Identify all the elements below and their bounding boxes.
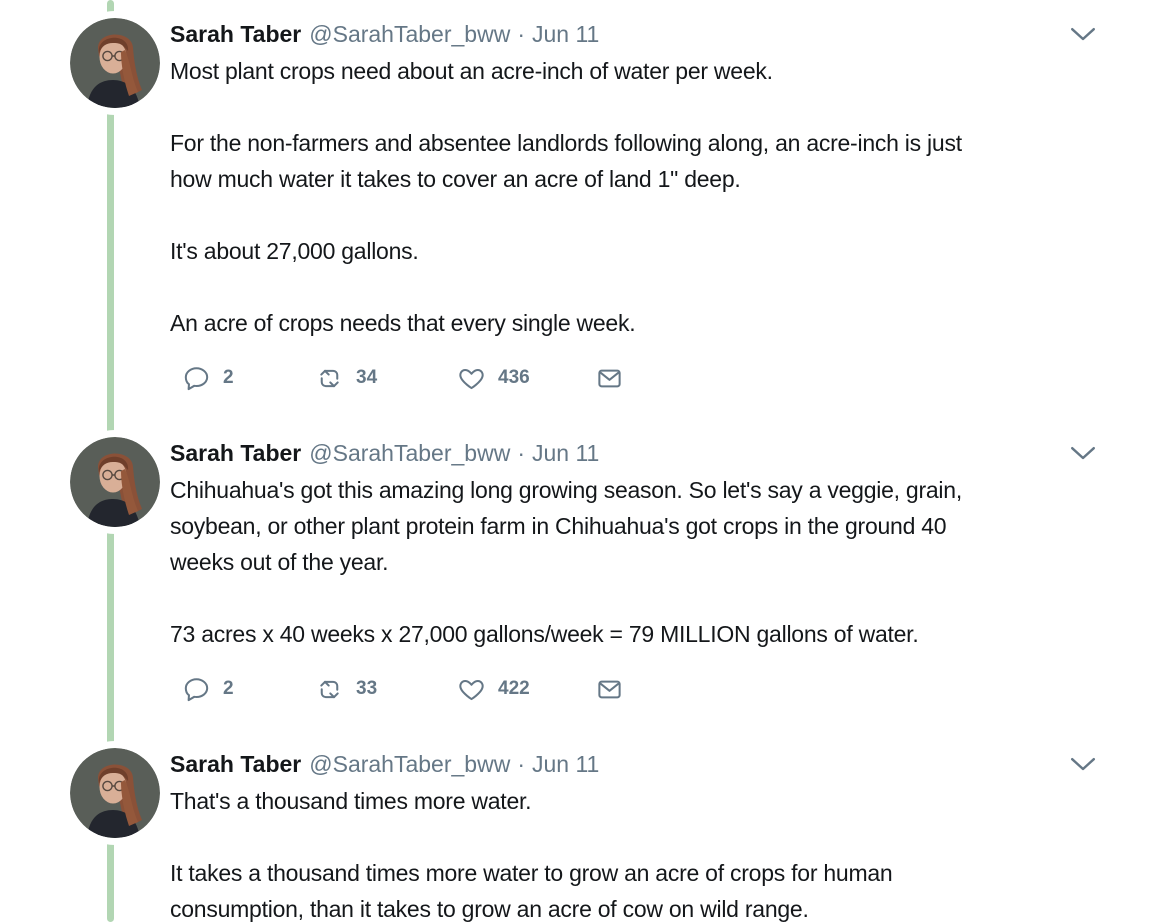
display-name[interactable]: Sarah Taber — [170, 21, 302, 47]
display-name[interactable]: Sarah Taber — [170, 751, 302, 777]
like-count: 436 — [498, 367, 530, 388]
tweet-actions: 2 33 422 — [170, 674, 1096, 704]
reply-count: 2 — [223, 678, 234, 699]
chevron-down-icon[interactable] — [1070, 446, 1096, 461]
tweet-3[interactable]: Sarah Taber @SarahTaber_bww · Jun 11 Tha… — [0, 746, 1158, 922]
tweet-header: Sarah Taber @SarahTaber_bww · Jun 11 — [170, 746, 1096, 782]
avatar[interactable] — [70, 18, 160, 108]
profile-photo — [70, 18, 160, 108]
tweet-2-rail — [70, 435, 170, 704]
profile-photo — [70, 748, 160, 838]
tweet-2-content: Sarah Taber @SarahTaber_bww · Jun 11 Chi… — [170, 435, 1158, 704]
timestamp[interactable]: Jun 11 — [531, 21, 600, 47]
tweet-text: Most plant crops need about an acre-inch… — [170, 58, 962, 336]
header-separator: · — [517, 21, 525, 47]
like-button[interactable]: 436 — [458, 365, 596, 392]
tweet-1-content: Sarah Taber @SarahTaber_bww · Jun 11 Mos… — [170, 16, 1158, 393]
tweet-3-rail — [70, 746, 170, 922]
timestamp[interactable]: Jun 11 — [531, 440, 600, 466]
tweet-1-rail — [70, 16, 170, 393]
retweet-button[interactable]: 33 — [316, 676, 458, 703]
user-handle[interactable]: @SarahTaber_bww — [309, 440, 511, 466]
direct-message-button[interactable] — [596, 676, 623, 703]
heart-icon — [458, 365, 485, 392]
user-handle[interactable]: @SarahTaber_bww — [309, 21, 511, 47]
reply-button[interactable]: 2 — [183, 676, 316, 703]
chevron-down-icon[interactable] — [1070, 27, 1096, 42]
tweet-2[interactable]: Sarah Taber @SarahTaber_bww · Jun 11 Chi… — [0, 435, 1158, 746]
retweet-icon — [316, 365, 343, 392]
retweet-button[interactable]: 34 — [316, 365, 458, 392]
retweet-count: 33 — [356, 678, 378, 699]
reply-count: 2 — [223, 367, 234, 388]
retweet-count: 34 — [356, 367, 378, 388]
like-button[interactable]: 422 — [458, 676, 596, 703]
reply-bubble-icon — [183, 676, 210, 703]
tweet-text: That's a thousand times more water. It t… — [170, 788, 893, 922]
user-handle[interactable]: @SarahTaber_bww — [309, 751, 511, 777]
tweet-header: Sarah Taber @SarahTaber_bww · Jun 11 — [170, 435, 1096, 471]
tweet-1[interactable]: Sarah Taber @SarahTaber_bww · Jun 11 Mos… — [0, 0, 1158, 435]
avatar[interactable] — [70, 748, 160, 838]
tweet-3-content: Sarah Taber @SarahTaber_bww · Jun 11 Tha… — [170, 746, 1158, 922]
display-name[interactable]: Sarah Taber — [170, 440, 302, 466]
retweet-icon — [316, 676, 343, 703]
timestamp[interactable]: Jun 11 — [531, 751, 600, 777]
header-separator: · — [517, 751, 525, 777]
direct-message-button[interactable] — [596, 365, 623, 392]
heart-icon — [458, 676, 485, 703]
envelope-icon — [596, 676, 623, 703]
envelope-icon — [596, 365, 623, 392]
tweet-header: Sarah Taber @SarahTaber_bww · Jun 11 — [170, 16, 1096, 52]
like-count: 422 — [498, 678, 530, 699]
profile-photo — [70, 437, 160, 527]
tweet-text: Chihuahua's got this amazing long growin… — [170, 477, 962, 647]
avatar[interactable] — [70, 437, 160, 527]
chevron-down-icon[interactable] — [1070, 757, 1096, 772]
tweet-actions: 2 34 436 — [170, 363, 1096, 393]
reply-button[interactable]: 2 — [183, 365, 316, 392]
reply-bubble-icon — [183, 365, 210, 392]
header-separator: · — [517, 440, 525, 466]
